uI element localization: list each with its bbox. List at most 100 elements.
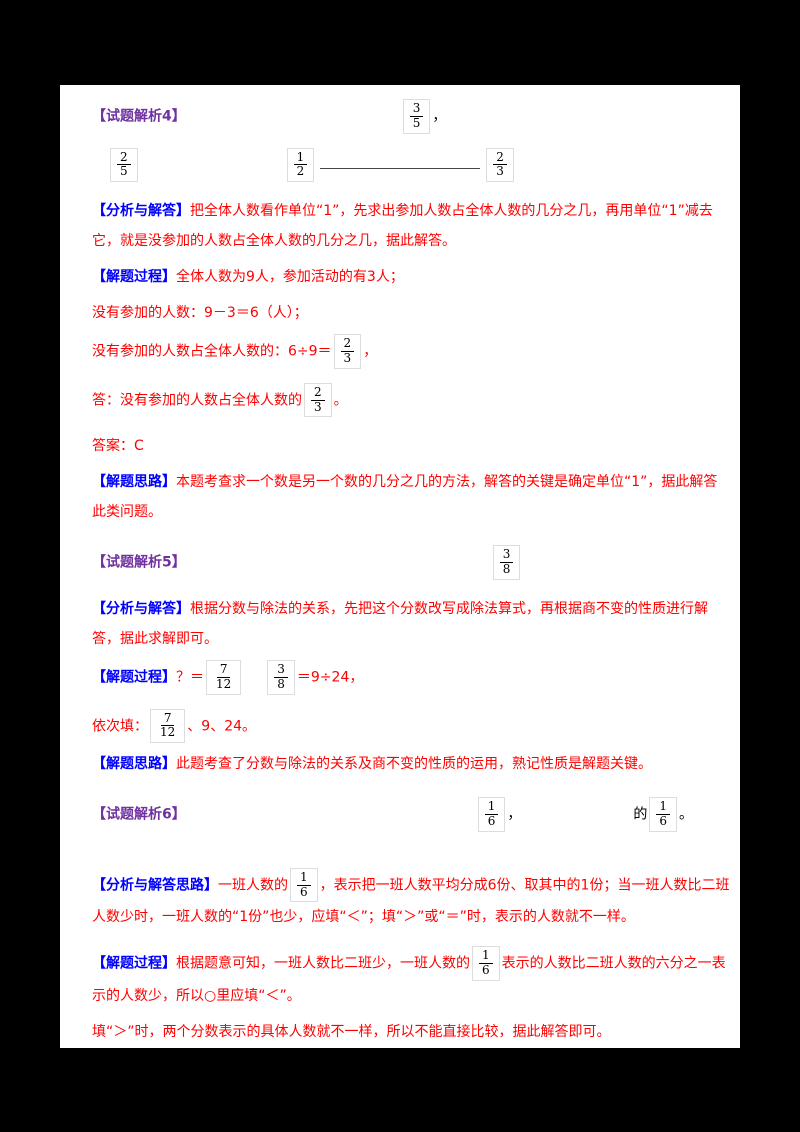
text-span: 【解题思路】 — [92, 756, 176, 773]
answer-sentence: 答：没有参加的人数占全体人数的 2 3。 — [92, 382, 730, 418]
solution-step: 【解题过程】全体人数为9人，参加活动的有3人； — [92, 262, 730, 292]
solution-step: 【解题过程】？＝ 7 12 3 8 ＝9÷24， — [92, 659, 730, 695]
text-span: 【试题解析4】 — [92, 108, 186, 125]
fraction-denominator: 12 — [216, 676, 232, 691]
spacer — [521, 817, 633, 818]
fraction-denominator: 6 — [300, 884, 308, 899]
text-span: 根据分数与除法的关系，先把这个分数改写成除法算式，再根据商不变的性质进行解答，据… — [92, 600, 708, 647]
thinking-paragraph: 【解题思路】此题考查了分数与除法的关系及商不变的性质的运用，熟记性质是解题关键。 — [92, 749, 730, 779]
text-span: 。 — [333, 392, 348, 409]
spacer — [186, 817, 476, 818]
fraction: 7 12 — [206, 659, 242, 695]
fraction-numerator: 2 — [117, 150, 131, 166]
text-span: 依次填： — [92, 717, 148, 734]
text-span: 根据题意可知，一班人数比二班少，一班人数的 — [176, 955, 470, 972]
text-span: ？＝ — [176, 669, 204, 686]
text-span: 本题考查求一个数是另一个数的几分之几的方法，解答的关键是确定单位“1”，据此解答… — [92, 474, 718, 521]
text-span: 、9、24。 — [187, 717, 257, 734]
fraction: 7 12 — [150, 708, 186, 744]
fraction-numerator: 3 — [499, 548, 514, 564]
text-span: 的 — [633, 806, 648, 823]
fraction-numerator: 2 — [311, 385, 325, 401]
text-span: ＝9÷24， — [296, 669, 364, 686]
section-4-header: 【试题解析4】 3 5， — [92, 99, 730, 134]
text-span: 【分析与解答】 — [92, 600, 190, 617]
text-span: ，表示把一班人数平均分成6份、取其中的1份；当一班人数比二班人数少时，一班人数的… — [92, 877, 730, 926]
text-span: 没有参加的人数占全体人数的：6÷9＝ — [92, 343, 332, 360]
text-span: ， — [432, 108, 447, 125]
text-span: 把全体人数看作单位“1”，先求出参加人数占全体人数的几分之几，再用单位“1”减去… — [92, 203, 713, 250]
text-span: 【试题解析5】 — [92, 554, 186, 571]
fraction-denominator: 3 — [343, 350, 352, 365]
fraction-numerator: 2 — [493, 150, 507, 166]
spacer — [243, 680, 265, 681]
text-span: 。 — [679, 806, 694, 823]
section-6-header: 【试题解析6】 1 6，的 1 6。 — [92, 797, 730, 832]
fraction-denominator: 5 — [120, 164, 128, 179]
text-span: ， — [507, 806, 522, 823]
spacer — [92, 168, 108, 169]
fraction-denominator: 6 — [487, 813, 496, 828]
fraction-numerator: 1 — [293, 150, 308, 166]
analysis-paragraph: 【分析与解答】把全体人数看作单位“1”，先求出参加人数占全体人数的几分之几，再用… — [92, 196, 730, 256]
fraction-numerator: 1 — [656, 799, 671, 815]
text-span: 全体人数为9人，参加活动的有3人； — [176, 269, 404, 286]
fraction-box: 7 12 — [150, 708, 186, 744]
solution-step: 没有参加的人数占全体人数的：6÷9＝ 2 3， — [92, 334, 730, 369]
thinking-paragraph: 【解题思路】本题考查求一个数是另一个数的几分之几的方法，解答的关键是确定单位“1… — [92, 467, 730, 527]
text-span: 此题考查了分数与除法的关系及商不变的性质的运用，熟记性质是解题关键。 — [176, 756, 652, 773]
text-span: 【分析与解答】 — [92, 203, 190, 220]
solution-paragraph: 【解题过程】根据题意可知，一班人数比二班少，一班人数的 1 6 表示的人数比二班人数的… — [92, 946, 730, 1011]
text-span: 【解题过程】 — [92, 955, 176, 972]
fraction-numerator: 1 — [479, 949, 493, 965]
answer-line: 答案：C — [92, 431, 730, 461]
fraction-denominator: 3 — [496, 164, 504, 179]
fraction-box: 7 12 — [206, 659, 242, 695]
text-span: 表示的人数比二班人数的六分之一表示的人数少，所以○里应填“＜”。 — [92, 955, 726, 1004]
spacer — [186, 566, 491, 567]
text-span: 没有参加的人数：9－3＝6（人）； — [92, 305, 308, 322]
text-span: 【试题解析6】 — [92, 806, 186, 823]
fraction-denominator: 5 — [412, 115, 421, 130]
solution-step: 依次填： 7 12 、9、24。 — [92, 708, 730, 744]
fraction-denominator: 12 — [160, 725, 176, 740]
text-span: 答案：C — [92, 438, 144, 455]
fraction-numerator: 7 — [160, 711, 175, 727]
fraction-denominator: 8 — [502, 562, 511, 577]
worksheet-page: 【试题解析4】 3 5， 2 5 1 2 2 3 【分析与解答】把全体人数看作单位“1”，先求出参… — [60, 85, 740, 1048]
spacer — [140, 168, 285, 169]
text-span: 答：没有参加的人数占全体人数的 — [92, 392, 302, 409]
fraction-numerator: 1 — [297, 870, 311, 886]
fraction-denominator: 3 — [314, 399, 322, 414]
fraction-denominator: 8 — [277, 676, 285, 691]
fraction-numerator: 7 — [216, 662, 231, 678]
spacer — [186, 119, 401, 120]
section-5-header: 【试题解析5】 3 8 — [92, 545, 730, 580]
fraction-denominator: 2 — [296, 164, 305, 179]
text-span: 一班人数的 — [218, 877, 288, 894]
analysis-paragraph: 【分析与解答】根据分数与除法的关系，先把这个分数改写成除法算式，再根据商不变的性… — [92, 594, 730, 654]
text-span: 填“＞”时，两个分数表示的具体人数就不一样，所以不能直接比较，据此解答即可。 — [92, 1023, 611, 1040]
fraction-numerator: 1 — [484, 799, 499, 815]
blank-line — [320, 152, 481, 169]
fraction-denominator: 6 — [659, 813, 668, 828]
